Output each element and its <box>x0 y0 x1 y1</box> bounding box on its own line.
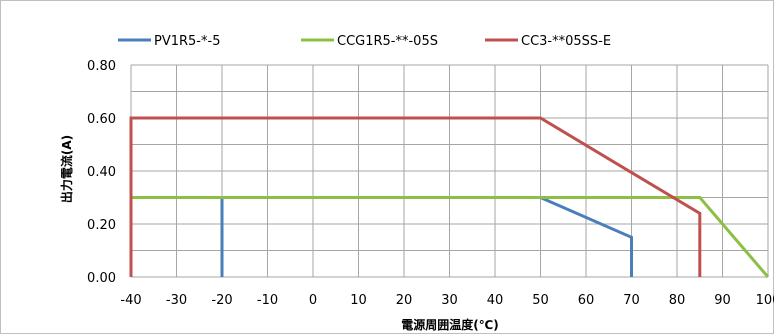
legend-label: CCG1R5-**-05S <box>337 34 438 49</box>
y-tick-label: 0.80 <box>87 59 116 74</box>
y-tick-label: 0.40 <box>87 165 116 180</box>
x-tick-label: 20 <box>396 293 413 308</box>
series-line <box>220 196 633 277</box>
x-axis-ticks: -40 -30 -20 -10 0 10 20 30 40 50 60 70 80 90 100 <box>120 293 774 308</box>
x-tick-label: 30 <box>441 293 458 308</box>
x-tick-label: 80 <box>669 293 686 308</box>
y-axis-ticks: 0.00 0.20 0.40 0.60 0.80 <box>87 59 116 286</box>
x-tick-label: 60 <box>578 293 595 308</box>
x-tick-label: 100 <box>756 293 774 308</box>
x-tick-label: 70 <box>623 293 640 308</box>
legend: PV1R5-*-5 CCG1R5-**-05S CC3-**05SS-E <box>118 34 611 49</box>
x-tick-label: 90 <box>714 293 731 308</box>
x-tick-label: 10 <box>350 293 367 308</box>
x-tick-label: 40 <box>487 293 504 308</box>
x-axis-title: 電源周囲温度(℃) <box>401 317 499 332</box>
y-tick-label: 0.60 <box>87 112 116 127</box>
x-tick-label: 50 <box>532 293 549 308</box>
series-line <box>131 196 770 278</box>
x-tick-label: 0 <box>309 293 317 308</box>
x-tick-label: -20 <box>211 293 232 308</box>
legend-label: CC3-**05SS-E <box>521 34 611 49</box>
x-tick-label: -30 <box>166 293 187 308</box>
series-line <box>129 116 702 277</box>
series-layer <box>129 116 770 278</box>
grid <box>130 64 769 278</box>
legend-label: PV1R5-*-5 <box>154 34 220 49</box>
y-tick-label: 0.00 <box>87 271 116 286</box>
y-axis-title: 出力電流(A) <box>59 135 74 203</box>
y-tick-label: 0.20 <box>87 218 116 233</box>
x-tick-label: -40 <box>120 293 141 308</box>
x-tick-label: -10 <box>257 293 278 308</box>
